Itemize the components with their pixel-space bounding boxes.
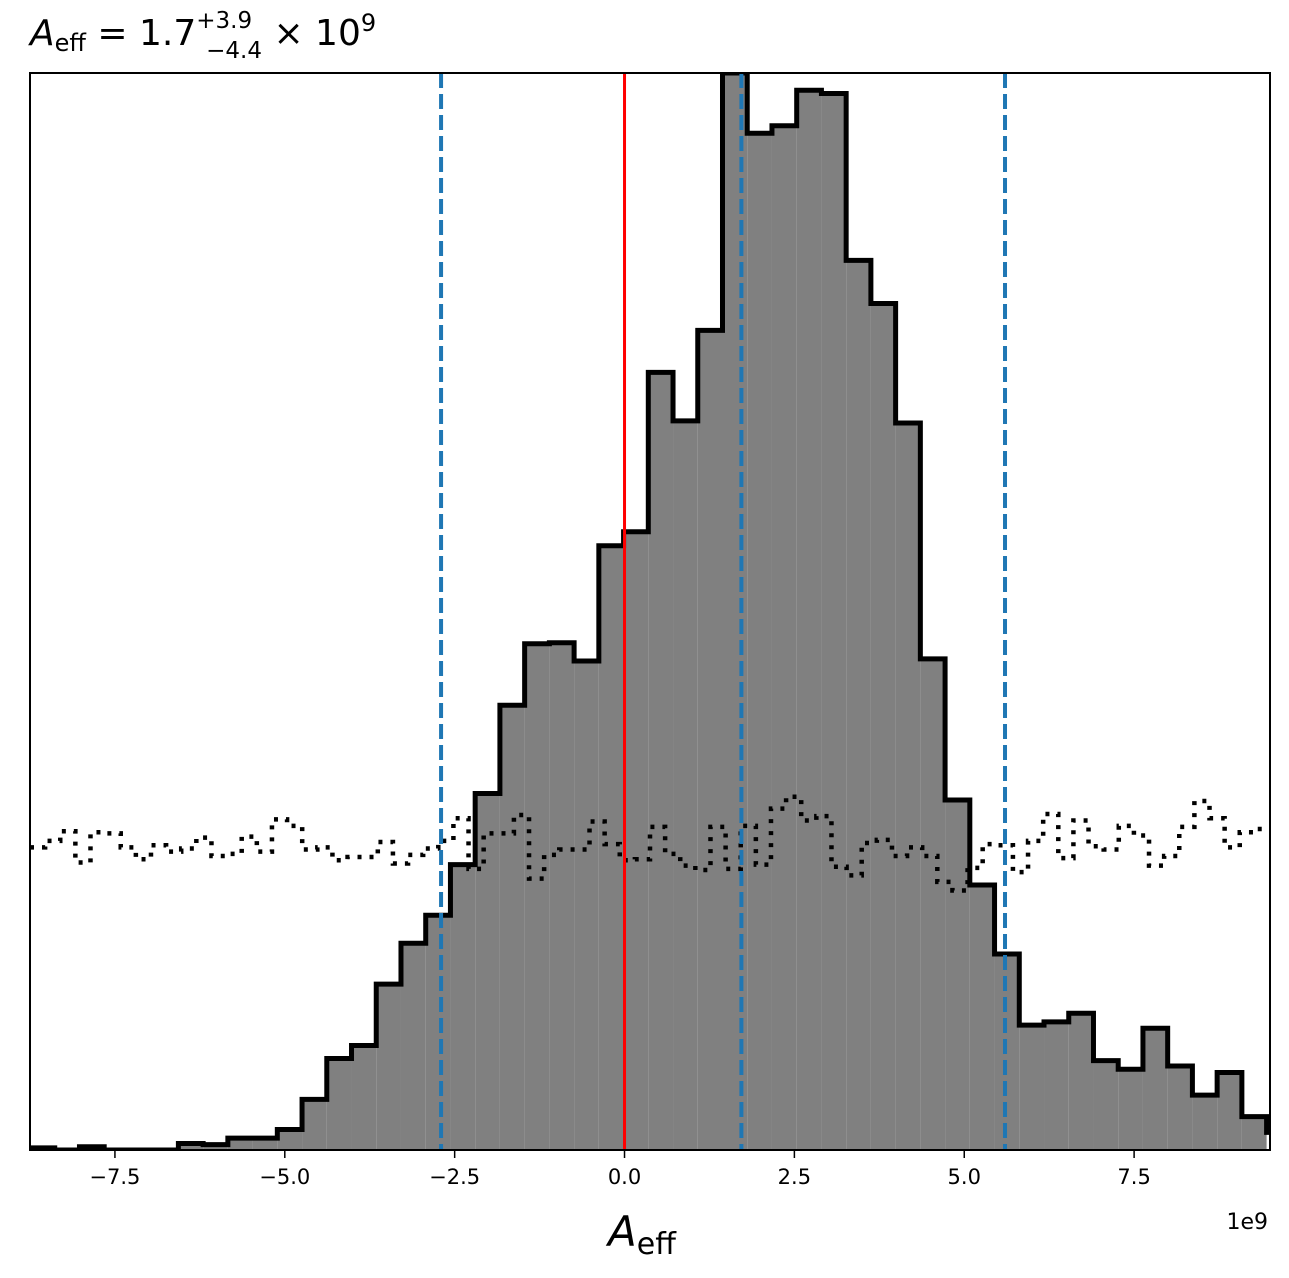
title-exponent: 9: [361, 9, 376, 37]
posterior-bar: [1167, 1065, 1193, 1150]
posterior-bar: [697, 330, 723, 1150]
title-lower-error: −4.4: [206, 38, 262, 64]
x-tick-label: 7.5: [1117, 1165, 1150, 1189]
posterior-bar: [425, 915, 451, 1150]
x-tick-label: 2.5: [778, 1165, 811, 1189]
posterior-bar: [400, 943, 426, 1150]
x-tick-label: −5.0: [259, 1165, 310, 1189]
x-tick-label: −2.5: [429, 1165, 480, 1189]
posterior-bar: [351, 1045, 377, 1150]
title-multiplier: × 10: [262, 13, 361, 54]
posterior-bar: [1093, 1060, 1119, 1150]
posterior-bar: [450, 864, 476, 1150]
posterior-bar: [870, 303, 896, 1150]
posterior-bar: [969, 885, 995, 1150]
title-symbol: A: [28, 13, 55, 54]
posterior-bar: [722, 73, 748, 1150]
posterior-bar: [376, 984, 401, 1150]
x-axis-ticks: −7.5 −5.0 −2.5 0.0 2.5 5.0 7.5: [89, 1150, 1151, 1189]
x-tick-label: 0.0: [608, 1165, 641, 1189]
posterior-bar: [1068, 1013, 1094, 1150]
xlabel-symbol: A: [605, 1207, 637, 1256]
posterior-bar: [821, 93, 847, 1150]
x-tick-label: −7.5: [89, 1165, 140, 1189]
posterior-bar: [203, 1144, 228, 1150]
posterior-bar: [796, 90, 822, 1150]
chart-title: Aeff = 1.7+3.9 −4.4 × 109: [28, 8, 376, 64]
posterior-bar: [499, 705, 525, 1150]
posterior-bar: [252, 1138, 278, 1150]
posterior-bar: [1118, 1069, 1143, 1150]
posterior-bar: [1019, 1025, 1045, 1150]
x-tick-label: 5.0: [948, 1165, 981, 1189]
posterior-bar: [1241, 1116, 1267, 1150]
title-equals: =: [86, 13, 139, 54]
prior-outline: [30, 794, 1270, 893]
posterior-bar: [227, 1138, 253, 1150]
xlabel-subscript: eff: [637, 1227, 677, 1262]
posterior-bar: [302, 1099, 327, 1150]
posterior-bar: [771, 125, 797, 1150]
posterior-bar: [920, 658, 946, 1150]
posterior-bar: [747, 133, 772, 1150]
reference-lines: [439, 73, 1008, 1150]
posterior-bar: [673, 420, 698, 1150]
posterior-bar: [574, 661, 599, 1150]
posterior-bar: [277, 1129, 303, 1150]
posterior-bar: [1142, 1028, 1168, 1150]
posterior-bar: [1044, 1021, 1069, 1150]
posterior-bar: [549, 642, 575, 1150]
x-offset-label: 1e9: [1226, 1210, 1268, 1235]
posterior-bar: [326, 1058, 352, 1150]
posterior-bar: [623, 531, 649, 1150]
posterior-bar: [846, 260, 871, 1150]
posterior-bar: [945, 799, 970, 1150]
title-subscript: eff: [55, 29, 87, 57]
posterior-outline: [30, 73, 1270, 1150]
posterior-bar: [895, 423, 921, 1150]
posterior-bar: [178, 1143, 204, 1150]
posterior-bar: [1217, 1072, 1242, 1150]
title-upper-error: +3.9: [196, 8, 252, 34]
posterior-bar: [648, 372, 674, 1150]
posterior-bar: [1192, 1095, 1218, 1150]
posterior-bar: [524, 643, 550, 1150]
axes-frame: [29, 72, 1271, 1151]
posterior-bar: [475, 793, 500, 1150]
x-axis-label: Aeff: [605, 1207, 677, 1262]
title-median: 1.7: [139, 13, 196, 54]
posterior-histogram: [30, 73, 1270, 1150]
prior-histogram: [30, 794, 1270, 893]
posterior-bar: [598, 545, 624, 1150]
plot-area: [30, 73, 1270, 1150]
